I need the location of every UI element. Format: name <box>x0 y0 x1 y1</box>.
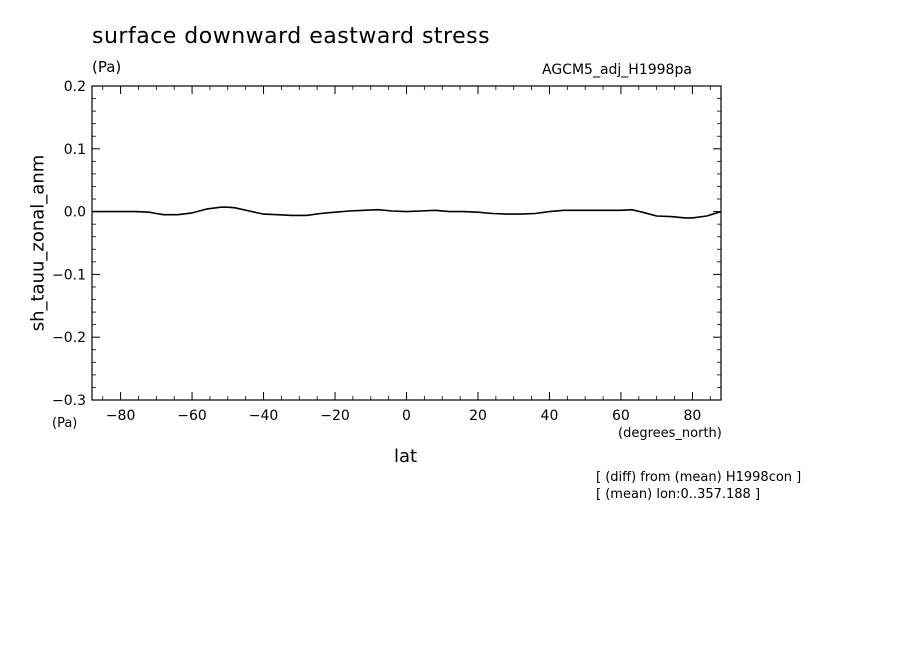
y-tick-label: 0.1 <box>64 142 86 158</box>
y-tick-label: −0.1 <box>52 267 86 283</box>
y-axis-units: (Pa) <box>52 416 78 431</box>
note-diff: [ (diff) from (mean) H1998con ] <box>596 470 802 485</box>
series-group <box>92 206 722 219</box>
x-tick-label: −20 <box>320 408 350 424</box>
x-axis-units: (degrees_north) <box>618 426 722 441</box>
axis-tick-labels: −80 −60 −40 −20 0 20 40 60 80 0.2 0.1 0.0 −0.1 −0.2 −0… <box>52 79 701 424</box>
x-tick-label: −80 <box>106 408 136 424</box>
x-tick-label: 20 <box>469 408 487 424</box>
y-tick-label: 0.2 <box>64 79 86 95</box>
chart-title: surface downward eastward stress <box>92 24 491 49</box>
plot-frame <box>91 85 722 401</box>
x-tick-label: −40 <box>249 408 279 424</box>
dataset-label: AGCM5_adj_H1998pa <box>542 62 692 78</box>
x-tick-label: −60 <box>177 408 207 424</box>
y-tick-label: 0.0 <box>64 205 86 221</box>
x-axis-label: lat <box>394 446 418 467</box>
axis-ticks <box>92 85 721 401</box>
x-tick-label: 80 <box>683 408 701 424</box>
title-units: (Pa) <box>92 58 122 76</box>
series-line <box>92 206 722 219</box>
x-tick-label: 40 <box>541 408 559 424</box>
y-tick-label: −0.3 <box>52 393 86 409</box>
x-tick-label: 60 <box>612 408 630 424</box>
y-tick-label: −0.2 <box>52 330 86 346</box>
note-mean: [ (mean) lon:0..357.188 ] <box>596 487 761 502</box>
x-tick-label: 0 <box>402 408 411 424</box>
